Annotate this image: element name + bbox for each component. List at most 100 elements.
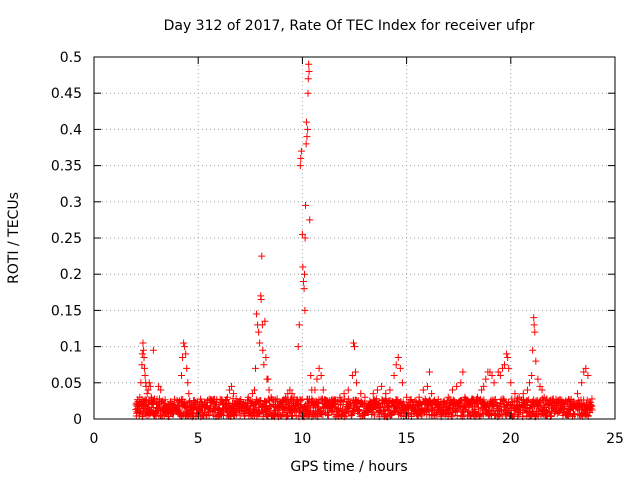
y-tick-label: 0.45 (51, 86, 82, 102)
data-point (304, 75, 312, 83)
data-point (139, 339, 147, 347)
data-point (280, 404, 288, 412)
data-point (150, 411, 158, 419)
data-point (365, 401, 373, 409)
data-point (299, 263, 307, 271)
data-point (135, 407, 143, 415)
data-point (548, 404, 556, 412)
data-point (332, 401, 340, 409)
data-point (580, 368, 588, 376)
data-point (295, 321, 303, 329)
data-point (578, 379, 586, 387)
data-point (394, 353, 402, 361)
data-point (573, 390, 581, 398)
data-point (514, 395, 522, 403)
y-tick-label: 0.3 (60, 195, 82, 211)
data-point (505, 364, 513, 372)
data-point (149, 346, 157, 354)
data-point (297, 147, 305, 155)
data-point (329, 407, 337, 415)
data-point (225, 386, 233, 394)
data-point (303, 133, 311, 141)
data-point (144, 386, 152, 394)
data-point (363, 407, 371, 415)
data-points (132, 60, 596, 421)
data-point (184, 379, 192, 387)
data-point (305, 67, 313, 75)
data-point (444, 393, 452, 401)
data-point (175, 397, 183, 405)
data-point (566, 406, 574, 414)
data-point (386, 386, 394, 394)
y-tick-label: 0.2 (60, 267, 82, 283)
data-point (173, 406, 181, 414)
data-point (340, 390, 348, 398)
data-point (288, 390, 296, 398)
x-tick-label: 10 (293, 431, 311, 447)
data-point (469, 397, 477, 405)
data-point (307, 372, 315, 380)
data-point (145, 379, 153, 387)
data-point (278, 401, 286, 409)
data-point (311, 386, 319, 394)
data-point (182, 350, 190, 358)
data-point (262, 353, 270, 361)
data-point (194, 404, 202, 412)
data-point (528, 372, 536, 380)
data-point (348, 372, 356, 380)
data-point (253, 310, 261, 318)
data-point (262, 398, 270, 406)
y-tick-label: 0.25 (51, 231, 82, 247)
x-tick-label: 0 (90, 431, 99, 447)
data-point (301, 306, 309, 314)
data-point (553, 406, 561, 414)
data-point (198, 406, 206, 414)
data-point (255, 328, 263, 336)
y-tick-label: 0.5 (60, 50, 82, 66)
data-point (336, 393, 344, 401)
data-point (267, 393, 275, 401)
x-tick-label: 25 (606, 431, 624, 447)
y-tick-label: 0.4 (60, 122, 82, 138)
data-point (415, 393, 423, 401)
data-point (300, 270, 308, 278)
data-point (453, 382, 461, 390)
data-point (407, 401, 415, 409)
data-point (299, 277, 307, 285)
data-point (369, 390, 377, 398)
data-point (178, 372, 186, 380)
data-point (302, 201, 310, 209)
data-point (258, 321, 266, 329)
data-point (526, 379, 534, 387)
data-point (507, 379, 515, 387)
data-point (248, 390, 256, 398)
data-point (486, 368, 494, 376)
data-point (167, 405, 175, 413)
data-point (183, 364, 191, 372)
data-point (489, 406, 497, 414)
data-point (482, 375, 490, 383)
chart-title: Day 312 of 2017, Rate Of TEC Index for r… (164, 18, 535, 34)
data-point (534, 375, 542, 383)
data-point (531, 328, 539, 336)
data-point (301, 234, 309, 242)
data-point (323, 397, 331, 405)
data-point (264, 375, 272, 383)
data-point (538, 386, 546, 394)
data-point (179, 353, 187, 361)
data-point (140, 353, 148, 361)
data-point (159, 397, 167, 405)
data-point (141, 372, 149, 380)
data-point (540, 393, 548, 401)
data-point (290, 393, 298, 401)
x-tick-label: 15 (398, 431, 416, 447)
data-point (436, 404, 444, 412)
data-point (211, 406, 219, 414)
data-point (258, 252, 266, 260)
data-point (403, 393, 411, 401)
data-point (257, 296, 265, 304)
data-point (273, 404, 281, 412)
data-point (180, 339, 188, 347)
data-point (530, 314, 538, 322)
x-tick-label: 5 (194, 431, 203, 447)
